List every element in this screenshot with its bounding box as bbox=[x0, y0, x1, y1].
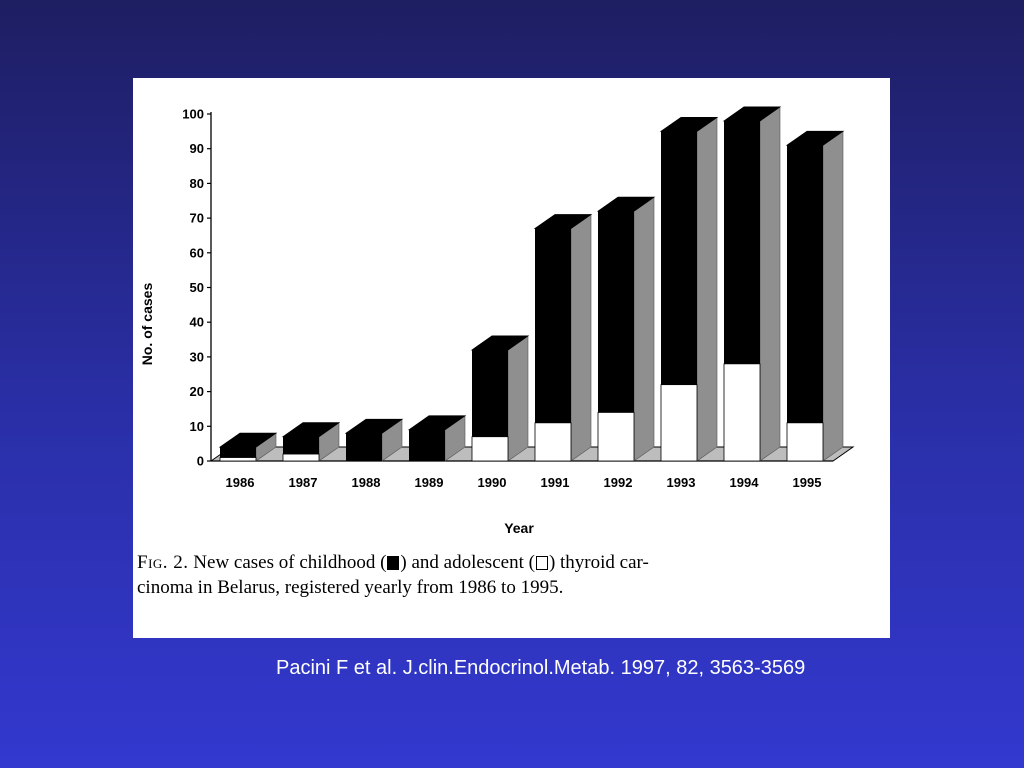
caption-line-2: cinoma in Belarus, registered yearly fro… bbox=[137, 577, 564, 598]
y-tick-label: 30 bbox=[190, 349, 204, 364]
bar-segment-black bbox=[598, 211, 634, 413]
x-tick-label: 1994 bbox=[730, 475, 760, 490]
bar-segment-white bbox=[282, 453, 320, 462]
y-tick-label: 20 bbox=[190, 384, 204, 399]
bar-segment-black bbox=[787, 145, 823, 423]
black-swatch-icon bbox=[387, 556, 400, 570]
bar-segment-black bbox=[724, 120, 760, 364]
bar-top-face bbox=[407, 415, 467, 431]
y-tick-label: 100 bbox=[182, 107, 204, 122]
caption-figure-label: Fig. 2. bbox=[137, 552, 189, 573]
bar-top-face bbox=[596, 196, 656, 212]
x-tick-label: 1993 bbox=[667, 475, 696, 490]
x-tick-label: 1995 bbox=[793, 475, 822, 490]
figure-caption: Fig. 2. New cases of childhood ( ) and ad… bbox=[137, 550, 877, 600]
bar-side-face bbox=[759, 106, 781, 462]
y-tick-label: 90 bbox=[190, 141, 204, 156]
caption-text-part1: New cases of childhood ( bbox=[193, 552, 387, 573]
bar-segment-white bbox=[597, 412, 635, 462]
y-tick-label: 0 bbox=[197, 454, 204, 469]
bar-top-face bbox=[785, 130, 845, 146]
y-tick-label: 60 bbox=[190, 245, 204, 260]
bar-segment-white bbox=[471, 436, 509, 462]
bar-top-face bbox=[470, 335, 530, 351]
figure-panel: 0 10 20 30 40 50 60 70 80 90 100 1986 1987 1988 1989 19… bbox=[133, 78, 890, 638]
bar-segment-black bbox=[535, 228, 571, 423]
x-tick-label: 1987 bbox=[289, 475, 318, 490]
citation-text: Pacini F et al. J.clin.Endocrinol.Metab.… bbox=[276, 657, 806, 679]
y-tick-label: 70 bbox=[190, 211, 204, 226]
bar-top-face bbox=[533, 214, 593, 229]
x-tick-label: 1990 bbox=[478, 475, 507, 490]
bar-top-face bbox=[344, 418, 404, 434]
y-axis-title: No. of cases bbox=[139, 283, 155, 366]
bar-segment-white bbox=[723, 363, 761, 462]
bar-segment-black bbox=[220, 447, 256, 458]
x-tick-label: 1992 bbox=[604, 475, 633, 490]
bar-side-face bbox=[507, 335, 529, 462]
x-axis-title: Year bbox=[504, 520, 534, 536]
bar-segment-white bbox=[534, 422, 572, 462]
white-swatch-icon bbox=[535, 556, 548, 570]
bar-segment-black bbox=[346, 433, 382, 461]
y-tick-label: 50 bbox=[190, 280, 204, 295]
bar-top-face bbox=[659, 116, 719, 132]
stacked-bar-chart: 0 10 20 30 40 50 60 70 80 90 100 1986 1987 1988 1989 19… bbox=[139, 106, 855, 536]
bar-side-face bbox=[633, 196, 655, 462]
bar-segment-black bbox=[472, 349, 508, 437]
x-tick-label: 1991 bbox=[541, 475, 570, 490]
bar-segment-black bbox=[409, 429, 445, 461]
x-tick-label: 1988 bbox=[352, 475, 381, 490]
y-tick-label: 40 bbox=[190, 315, 204, 330]
bar-segment-white bbox=[219, 457, 257, 462]
x-tick-label: 1989 bbox=[415, 475, 444, 490]
bar-segment-black bbox=[661, 131, 697, 385]
bar-segment-white bbox=[660, 384, 698, 462]
bar-top-face bbox=[281, 422, 341, 438]
bar-side-face bbox=[570, 213, 592, 462]
caption-text-part2: ) and adolescent ( bbox=[400, 552, 535, 573]
bar-segment-black bbox=[283, 436, 319, 455]
y-tick-label: 80 bbox=[190, 176, 204, 191]
bar-top-face bbox=[722, 106, 782, 122]
bar-side-face bbox=[696, 116, 718, 462]
x-tick-label: 1986 bbox=[226, 475, 255, 490]
bar-segment-white bbox=[786, 422, 824, 462]
bar-top-face bbox=[218, 432, 278, 448]
caption-line-1: Fig. 2. New cases of childhood ( ) and ad… bbox=[137, 550, 877, 575]
y-tick-label: 10 bbox=[190, 419, 204, 434]
caption-text-part3: ) thyroid car- bbox=[548, 552, 649, 573]
bar-side-face bbox=[822, 130, 844, 462]
